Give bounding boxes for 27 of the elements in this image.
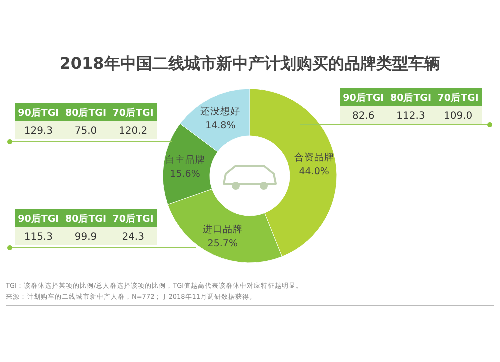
data-label: 120.2 <box>119 126 148 137</box>
data-label: 115.3 <box>24 232 53 243</box>
data-label: 24.3 <box>122 232 144 243</box>
category-label: 80后TGI <box>65 213 107 225</box>
data-label: 129.3 <box>24 126 53 137</box>
data-label: 99.9 <box>74 232 98 243</box>
category-label: 70后TGI <box>438 92 479 104</box>
category-label: 70后TGI <box>112 213 154 225</box>
chart-title: 2018年中国二线城市新中产计划购买的品牌类型车辆 <box>60 54 440 73</box>
slice-label: 进口品牌 <box>202 224 243 236</box>
data-label: 112.3 <box>396 111 426 122</box>
category-label: 90后TGI <box>18 213 60 225</box>
data-label: 25.7% <box>208 238 238 250</box>
category-label: 80后TGI <box>65 107 107 119</box>
data-label: 75.0 <box>74 126 98 137</box>
category-label: 90后TGI <box>343 92 384 104</box>
slice-label: 还没想好 <box>200 105 241 118</box>
category-label: 90后TGI <box>18 107 60 119</box>
category-label: 70后TGI <box>112 107 154 119</box>
data-label: 109.0 <box>444 111 473 122</box>
data-label: 44.0% <box>299 166 330 178</box>
data-label: 15.6% <box>170 169 200 180</box>
slice-label: 自主品牌 <box>165 154 206 166</box>
slice-label: 合资品牌 <box>294 152 334 164</box>
category-label: 80后TGI <box>390 92 432 104</box>
data-label: 14.8% <box>206 120 236 132</box>
data-label: 82.6 <box>352 111 375 122</box>
